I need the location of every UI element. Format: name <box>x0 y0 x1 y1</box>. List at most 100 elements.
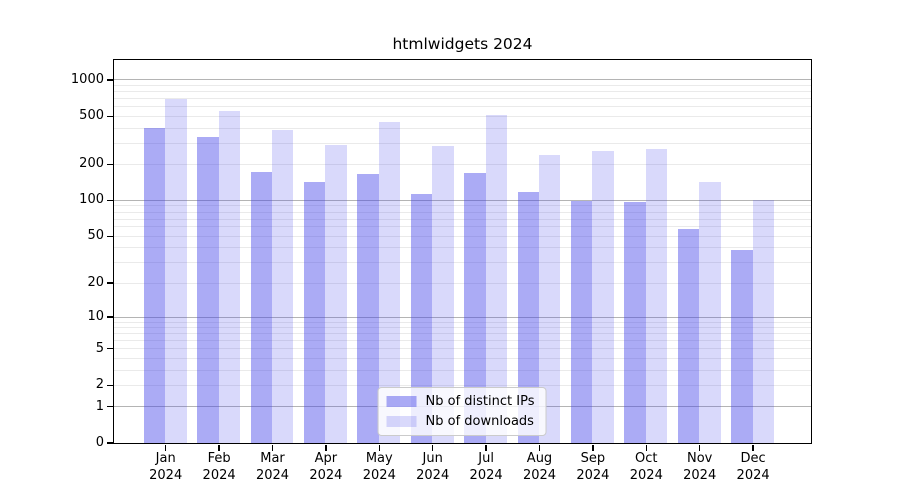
bar-ips-jun <box>410 193 433 443</box>
x-tick-label: Apr 2024 <box>309 451 343 483</box>
y-tick-mark <box>106 282 113 284</box>
bar-ips-mar <box>250 171 272 443</box>
y-tick-label: 50 <box>87 228 104 244</box>
bar-downloads-nov <box>699 181 721 443</box>
bar-ips-nov <box>677 229 700 443</box>
y-tick-label: 1000 <box>70 71 104 87</box>
gridline-minor <box>113 321 811 323</box>
x-tick-label: Jun 2024 <box>416 451 450 483</box>
y-tick-label: 10 <box>87 309 104 324</box>
gridline-minor <box>113 262 811 263</box>
bar-ips-oct <box>624 201 646 443</box>
gridline-minor <box>113 235 811 237</box>
y-tick-mark <box>106 405 113 408</box>
bar-downloads-feb <box>218 110 240 443</box>
bar-downloads-mar <box>272 130 294 443</box>
bar-ips-aug <box>517 191 539 443</box>
gridline-minor <box>113 384 811 386</box>
gridline-minor <box>113 115 811 117</box>
x-tick-label: Dec 2024 <box>736 451 770 483</box>
y-tick-label: 0 <box>95 435 104 450</box>
gridline-minor <box>113 333 811 335</box>
bar-ips-may <box>357 173 379 443</box>
bar-ips-jan <box>143 127 166 443</box>
gridline-minor <box>113 348 811 350</box>
legend: Nb of distinct IPs Nb of downloads <box>377 386 547 436</box>
y-tick-label: 100 <box>79 192 104 208</box>
plot-area: Nb of distinct IPs Nb of downloads <box>112 58 812 444</box>
legend-label-distinct-ips: Nb of distinct IPs <box>425 393 535 409</box>
x-tick-label: Feb 2024 <box>202 451 236 483</box>
x-tick-label: Nov 2024 <box>683 451 717 483</box>
bar-ips-sep <box>571 200 593 443</box>
gridline-minor <box>113 247 811 249</box>
y-tick-label: 200 <box>79 156 104 172</box>
bar-downloads-jun <box>432 146 454 443</box>
y-tick-mark <box>106 115 113 117</box>
gridline-minor <box>113 91 811 93</box>
x-tick-label: May 2024 <box>362 451 396 483</box>
bar-downloads-may <box>378 121 401 443</box>
gridline-minor <box>113 327 811 328</box>
x-tick-mark <box>271 444 274 451</box>
bar-downloads-aug <box>539 155 561 443</box>
x-tick-mark <box>699 444 701 451</box>
x-tick-mark <box>592 444 594 451</box>
gridline-minor <box>113 211 811 213</box>
y-tick-mark <box>106 348 113 350</box>
x-tick-label: Jan 2024 <box>149 451 183 483</box>
x-tick-label: Aug 2024 <box>522 451 557 483</box>
x-tick-mark <box>432 444 434 451</box>
y-tick-mark <box>106 442 113 444</box>
legend-swatch-downloads <box>386 415 417 427</box>
gridline-minor <box>113 282 811 284</box>
bar-ips-dec <box>731 249 753 443</box>
gridline-minor <box>113 340 811 342</box>
legend-label-downloads: Nb of downloads <box>425 413 534 429</box>
gridline-minor <box>113 369 811 371</box>
y-tick-label: 1 <box>95 398 104 414</box>
gridline-minor <box>113 127 811 129</box>
y-tick-label: 500 <box>79 108 104 124</box>
chart-title: htmlwidgets 2024 <box>392 35 533 53</box>
x-tick-label: Oct 2024 <box>629 451 663 483</box>
y-tick-mark <box>106 235 113 237</box>
gridline-minor <box>113 357 811 359</box>
bar-downloads-sep <box>592 151 614 443</box>
gridline-minor <box>113 98 811 100</box>
x-tick-mark <box>538 444 541 451</box>
y-tick-label: 20 <box>87 275 104 290</box>
x-tick-mark <box>218 444 220 451</box>
gridline-minor <box>113 226 811 228</box>
bar-downloads-jul <box>485 115 507 443</box>
bar-ips-jul <box>464 173 486 443</box>
y-tick-mark <box>106 79 113 81</box>
x-tick-mark <box>752 444 754 451</box>
y-tick-mark <box>106 316 113 318</box>
gridline-major <box>113 199 811 201</box>
gridline-minor <box>113 106 811 108</box>
gridline-minor <box>113 218 811 220</box>
gridline-minor <box>113 84 811 86</box>
legend-swatch-distinct-ips <box>386 395 417 407</box>
bar-ips-apr <box>304 181 326 443</box>
y-tick-label: 5 <box>95 340 104 356</box>
bar-downloads-apr <box>325 145 347 443</box>
y-tick-mark <box>106 163 113 165</box>
gridline-minor <box>113 142 811 144</box>
y-tick-mark <box>106 199 113 202</box>
legend-entry-distinct-ips: Nb of distinct IPs <box>386 393 535 410</box>
gridline-major <box>113 316 811 318</box>
y-tick-label: 2 <box>95 377 104 393</box>
legend-entry-downloads: Nb of downloads <box>386 413 535 430</box>
x-tick-mark <box>165 444 167 451</box>
x-tick-mark <box>485 444 487 451</box>
x-tick-label: Mar 2024 <box>255 451 290 483</box>
gridline-minor <box>113 205 811 207</box>
bar-downloads-dec <box>752 199 774 443</box>
bar-ips-feb <box>197 137 219 443</box>
x-tick-mark <box>378 444 380 451</box>
gridline-minor <box>113 163 811 165</box>
x-tick-label: Jul 2024 <box>469 451 503 483</box>
